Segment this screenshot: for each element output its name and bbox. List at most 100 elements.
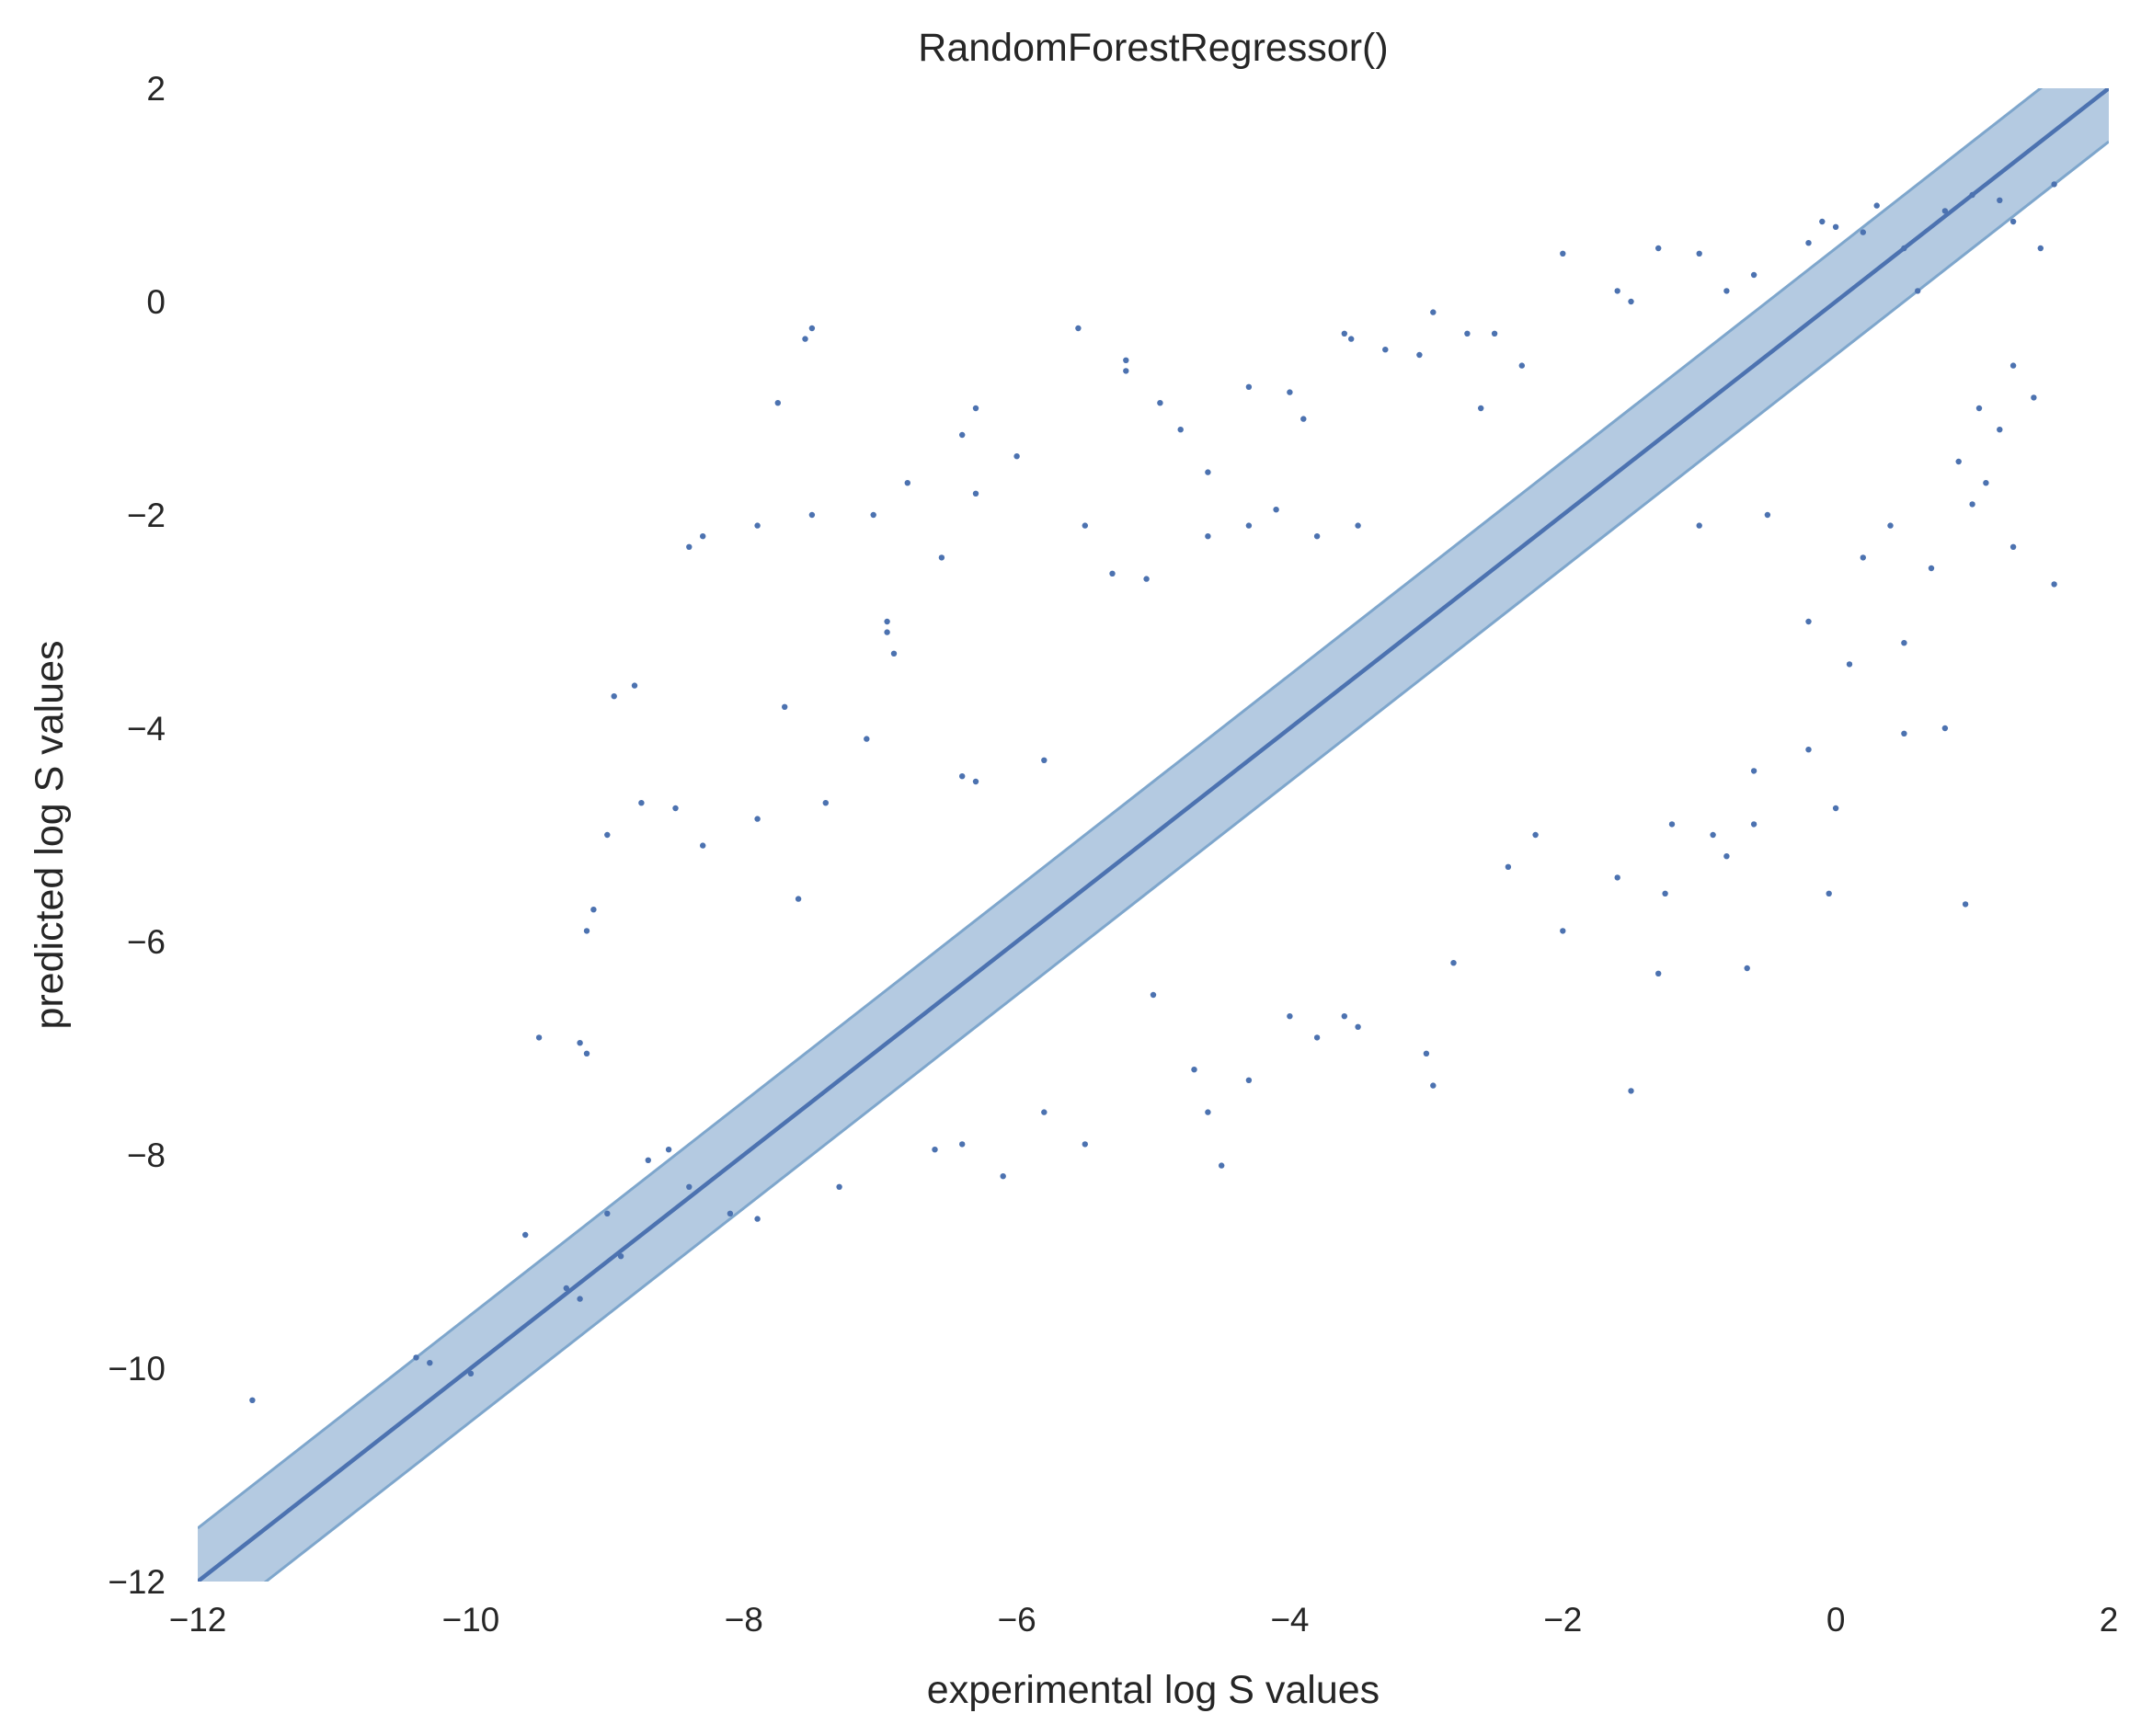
x-tick-label: −10 <box>441 1601 499 1639</box>
data-point <box>2009 218 2017 225</box>
data-point <box>1928 565 1935 572</box>
data-point <box>932 1147 938 1153</box>
data-point <box>1887 522 1894 529</box>
data-point <box>672 805 679 812</box>
data-point <box>754 1216 761 1222</box>
data-point <box>1832 223 1839 230</box>
data-point <box>1560 928 1566 934</box>
y-tick-label: −6 <box>127 923 166 961</box>
data-point <box>1901 640 1907 646</box>
data-point <box>2031 394 2037 401</box>
data-point <box>1000 1173 1006 1180</box>
data-point <box>1915 288 1921 294</box>
y-axis-label: predicted log S values <box>28 640 72 1029</box>
data-point <box>1478 405 1484 412</box>
data-point <box>645 1157 651 1164</box>
data-point <box>686 1183 693 1191</box>
data-point <box>1696 250 1702 257</box>
data-point <box>1191 1067 1197 1073</box>
data-point <box>590 907 597 913</box>
data-point <box>1013 453 1020 460</box>
data-point <box>959 431 966 439</box>
data-point <box>563 1285 569 1292</box>
data-point <box>1273 507 1279 513</box>
data-point <box>638 800 645 806</box>
data-point <box>1430 309 1437 315</box>
data-point <box>1860 554 1867 561</box>
data-point <box>1123 368 1129 374</box>
data-point <box>864 736 870 742</box>
data-point <box>1219 1162 1225 1169</box>
data-point <box>1355 522 1361 529</box>
data-point <box>1744 965 1750 972</box>
x-tick-label: 2 <box>2100 1601 2119 1639</box>
y-tick-label: −8 <box>127 1136 166 1174</box>
data-point <box>1245 522 1253 529</box>
data-point <box>1430 1082 1437 1089</box>
data-point <box>884 618 890 625</box>
data-point <box>577 1296 583 1302</box>
data-point <box>808 511 816 519</box>
data-point <box>1382 347 1389 353</box>
x-tick-label: −12 <box>169 1601 227 1639</box>
data-point <box>1969 501 1975 508</box>
band-upper-edge <box>198 88 2044 1530</box>
data-point <box>782 703 788 710</box>
data-point <box>1041 757 1048 763</box>
data-point <box>1628 298 1634 305</box>
x-tick-label: −6 <box>997 1601 1036 1639</box>
data-points <box>249 181 2057 1404</box>
data-point <box>1805 618 1812 625</box>
data-point <box>727 1210 734 1217</box>
data-point <box>1805 747 1812 753</box>
data-point <box>611 693 617 700</box>
data-point <box>1348 336 1355 342</box>
data-point <box>604 1210 611 1217</box>
data-point <box>1287 389 1293 395</box>
data-point <box>2009 362 2017 369</box>
data-point <box>1464 330 1471 337</box>
data-point <box>631 682 638 689</box>
data-point <box>686 543 693 550</box>
data-point <box>249 1397 256 1404</box>
data-point <box>1416 351 1423 359</box>
identity-line <box>198 88 2109 1582</box>
data-point <box>1750 271 1757 279</box>
y-tick-label: −10 <box>108 1350 166 1388</box>
data-point <box>1205 469 1211 475</box>
data-point <box>890 650 898 657</box>
data-point <box>1710 831 1716 839</box>
data-point <box>959 1141 966 1148</box>
data-point <box>754 522 761 529</box>
data-point <box>1075 325 1082 332</box>
data-point <box>1723 853 1730 860</box>
data-point <box>1123 357 1129 363</box>
data-point <box>1614 874 1620 881</box>
data-point <box>1723 288 1730 294</box>
data-point <box>1300 416 1307 422</box>
chart-title: RandomForestRegressor() <box>918 26 1388 70</box>
data-point <box>1245 383 1253 390</box>
data-point <box>1962 901 1969 908</box>
data-point <box>427 1360 433 1366</box>
data-point <box>1819 218 1826 225</box>
data-point <box>1832 805 1839 812</box>
data-point <box>1082 1141 1089 1148</box>
data-point <box>665 1147 672 1153</box>
data-point <box>938 554 945 561</box>
data-point <box>1846 661 1853 668</box>
data-point <box>1975 405 1983 412</box>
x-axis-label: experimental log S values <box>927 1668 1380 1712</box>
y-tick-label: 2 <box>146 70 166 108</box>
data-point <box>836 1183 842 1191</box>
data-point <box>972 778 979 785</box>
data-point <box>1313 1034 1321 1041</box>
data-point <box>1450 960 1457 966</box>
data-point <box>1860 229 1867 235</box>
data-point <box>1655 245 1662 252</box>
data-point <box>1826 890 1832 897</box>
data-point <box>1696 522 1702 529</box>
data-point <box>754 816 761 822</box>
data-point <box>1628 1088 1634 1094</box>
data-point <box>884 629 890 635</box>
